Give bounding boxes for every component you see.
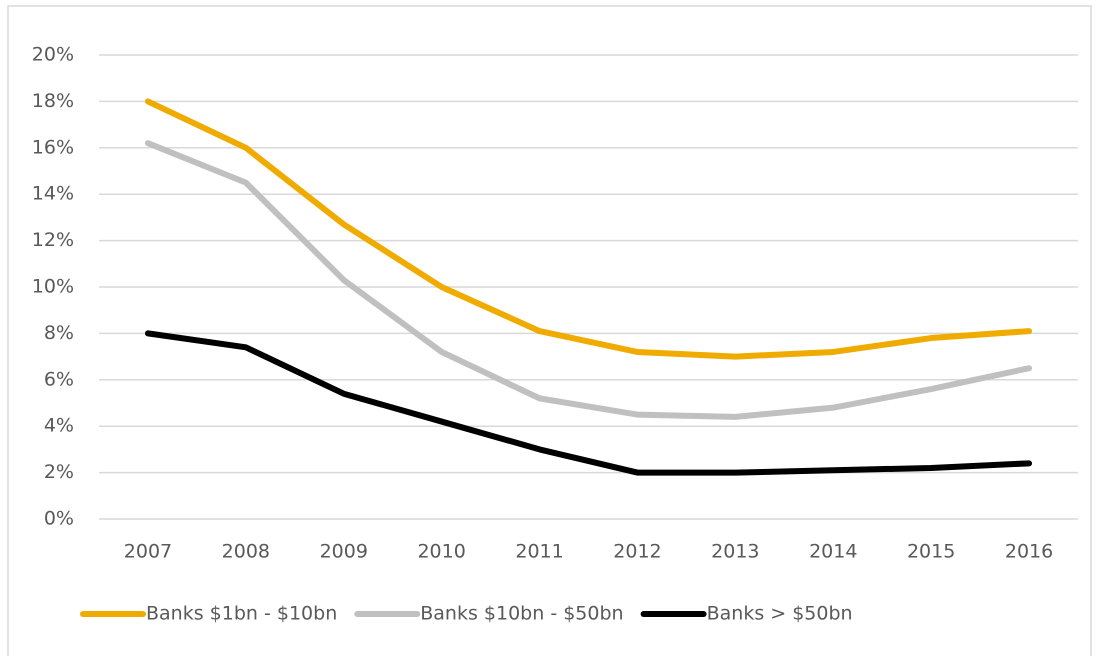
y-tick-label: 4% (44, 415, 74, 437)
y-tick-label: 8% (44, 322, 74, 344)
legend-label: Banks $10bn - $50bn (420, 603, 623, 625)
y-tick-label: 2% (44, 461, 74, 483)
x-tick-label: 2009 (320, 541, 368, 563)
legend-label: Banks $1bn - $10bn (146, 603, 337, 625)
y-tick-label: 18% (32, 90, 74, 112)
x-tick-label: 2012 (613, 541, 661, 563)
x-tick-label: 2016 (1005, 541, 1053, 563)
x-tick-label: 2007 (124, 541, 172, 563)
y-tick-label: 14% (32, 183, 74, 205)
legend-label: Banks > $50bn (707, 603, 853, 625)
series-line (144, 330, 1033, 476)
y-tick-label: 10% (32, 276, 74, 298)
chart-frame (7, 5, 1092, 656)
y-tick-label: 12% (32, 229, 74, 251)
x-tick-label: 2015 (907, 541, 955, 563)
y-tick-label: 0% (44, 508, 74, 530)
y-tick-label: 16% (32, 136, 74, 158)
y-tick-label: 20% (32, 44, 74, 66)
series-line (144, 140, 1033, 420)
x-tick-label: 2014 (809, 541, 857, 563)
x-tick-label: 2010 (417, 541, 465, 563)
x-tick-label: 2011 (515, 541, 563, 563)
x-tick-label: 2008 (222, 541, 270, 563)
x-tick-label: 2013 (711, 541, 759, 563)
y-tick-label: 6% (44, 368, 74, 390)
series-line (144, 98, 1033, 360)
